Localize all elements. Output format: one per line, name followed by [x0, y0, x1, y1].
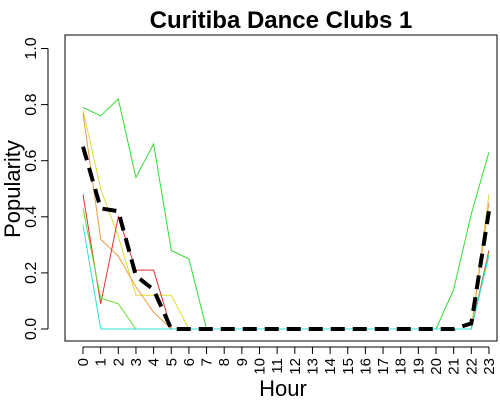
x-tick-label: 17: [375, 358, 392, 375]
y-tick-label: 0.4: [23, 206, 40, 228]
y-tick-label: 0.6: [23, 149, 40, 171]
x-tick-label: 16: [357, 358, 374, 375]
x-tick-label: 6: [181, 358, 198, 366]
x-tick-label: 14: [322, 358, 339, 375]
x-tick-label: 10: [252, 358, 269, 375]
x-tick-label: 3: [128, 358, 145, 366]
series-line-3: [83, 113, 489, 329]
series-line-2: [83, 110, 489, 329]
x-tick-label: 23: [481, 358, 498, 375]
plot-frame: [65, 35, 497, 341]
x-tick-label: 11: [269, 358, 286, 374]
series-line-4: [83, 194, 489, 329]
y-tick-label: 1.0: [23, 37, 40, 59]
series-line-5: [83, 208, 489, 329]
x-tick-label: 1: [93, 358, 110, 366]
x-tick-label: 8: [216, 358, 233, 366]
series-layer: [83, 99, 489, 329]
x-tick-label: 9: [234, 358, 251, 366]
x-tick-label: 15: [340, 358, 357, 375]
x-tick-label: 0: [75, 358, 92, 366]
x-tick-label: 2: [110, 358, 127, 366]
x-tick-label: 19: [410, 358, 427, 375]
x-tick-label: 4: [146, 358, 163, 366]
y-axis: 0.0 0.2 0.4 0.6 0.8 1.0: [23, 37, 48, 340]
x-axis-label: Hour: [259, 376, 307, 400]
mean-series-line: [83, 147, 489, 329]
x-tick-label: 22: [463, 358, 480, 375]
x-tick-label: 21: [446, 358, 463, 375]
x-axis: 0 1 2 3 4 5 6 7 8 9 10 11 12 13 14 15 16 17 18 19 20 21 22 23: [75, 347, 498, 375]
y-axis-label: Popularity: [0, 140, 25, 238]
x-tick-label: 13: [304, 358, 321, 375]
x-tick-label: 7: [199, 358, 216, 366]
x-tick-label: 5: [163, 358, 180, 366]
x-tick-label: 12: [287, 358, 304, 375]
y-tick-label: 0.0: [23, 318, 40, 340]
series-line-1: [83, 99, 489, 329]
x-tick-label: 20: [428, 358, 445, 375]
y-tick-label: 0.8: [23, 93, 40, 115]
chart-title: Curitiba Dance Clubs 1: [150, 7, 413, 34]
series-line-6: [83, 225, 489, 329]
x-tick-label: 18: [393, 358, 410, 375]
y-tick-label: 0.2: [23, 262, 40, 284]
